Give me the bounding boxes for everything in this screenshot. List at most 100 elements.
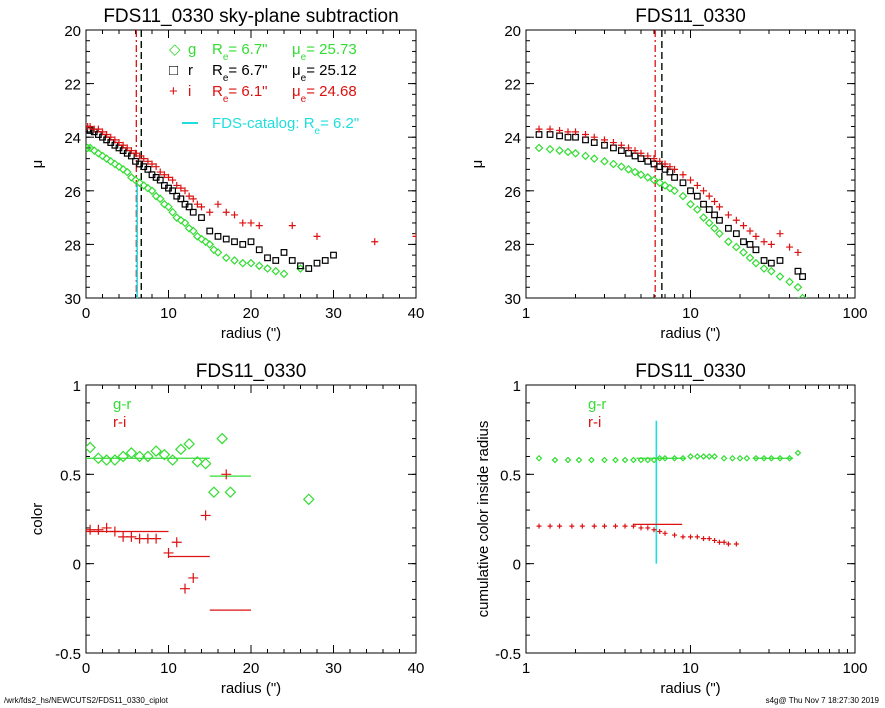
data-point-r xyxy=(231,238,238,246)
data-point-r-i xyxy=(101,522,112,533)
data-point-r xyxy=(716,216,723,224)
data-point-r xyxy=(767,259,775,267)
data-point-g xyxy=(184,223,194,233)
data-point-g-r xyxy=(743,454,751,462)
y-tick-label: 24 xyxy=(64,130,81,147)
data-point-r-i xyxy=(694,534,700,540)
data-point-r xyxy=(705,206,713,213)
data-point-r xyxy=(144,165,152,173)
data-point-i xyxy=(679,171,687,179)
data-point-g xyxy=(534,143,544,153)
data-point-i xyxy=(671,165,679,173)
plot-frame xyxy=(525,384,856,654)
data-point-i xyxy=(255,222,263,230)
data-point-r xyxy=(700,200,707,208)
data-point-i xyxy=(144,157,152,165)
data-point-r xyxy=(732,230,740,238)
data-point-g xyxy=(139,181,149,190)
data-point-g xyxy=(739,248,748,257)
data-point-i xyxy=(740,222,748,230)
data-point-g xyxy=(589,154,599,163)
data-point-r xyxy=(297,262,304,270)
data-point-g-r xyxy=(650,456,658,464)
data-point-i xyxy=(590,133,598,141)
data-point-g-r xyxy=(736,454,744,462)
data-point-i xyxy=(752,232,760,240)
data-point-r-i xyxy=(591,523,597,529)
data-point-r xyxy=(760,257,768,264)
data-point-i xyxy=(700,187,708,195)
data-point-i xyxy=(767,240,775,248)
data-point-g xyxy=(168,207,177,217)
x-tick-label: 0 xyxy=(82,660,90,677)
data-point-g xyxy=(263,264,272,273)
data-point-r-i xyxy=(688,534,693,540)
x-tick-label: 10 xyxy=(682,660,699,677)
data-point-g xyxy=(798,293,807,298)
x-tick-label: 20 xyxy=(243,305,260,322)
y-axis-label: cumulative color inside radius xyxy=(475,421,492,618)
data-point-g-r xyxy=(786,454,793,462)
data-point-g xyxy=(704,218,714,228)
data-point-g-r xyxy=(693,453,701,460)
data-point-r xyxy=(280,249,288,256)
data-point-i xyxy=(119,141,127,149)
legend-re-r: Re= 6.7" xyxy=(212,62,268,84)
legend-label-g: g-r xyxy=(588,396,606,413)
data-point-g-r xyxy=(166,454,179,466)
data-point-g xyxy=(643,173,653,182)
data-point-g-r xyxy=(760,454,768,462)
data-point-g xyxy=(545,144,555,154)
y-tick-label: -0.5 xyxy=(55,646,81,663)
data-point-g xyxy=(238,258,248,268)
data-point-g xyxy=(131,175,140,185)
data-point-r xyxy=(255,246,263,254)
data-point-i xyxy=(160,171,168,179)
x-tick-label: 10 xyxy=(682,305,699,322)
data-point-g-r xyxy=(158,448,171,461)
data-layer xyxy=(86,30,416,298)
data-point-r-i xyxy=(638,525,644,531)
data-point-i xyxy=(776,230,784,238)
data-layer xyxy=(534,30,807,298)
data-point-r-i xyxy=(171,537,182,548)
data-point-g xyxy=(102,154,111,163)
y-tick-label: 0 xyxy=(513,557,521,574)
data-point-g xyxy=(678,191,688,201)
data-point-g-r xyxy=(191,455,204,468)
data-point-i xyxy=(705,192,713,200)
y-tick-label: -0.5 xyxy=(495,646,521,663)
data-point-g-r xyxy=(133,450,146,463)
data-point-g-r xyxy=(100,454,113,466)
data-point-i xyxy=(94,125,102,133)
data-point-g xyxy=(609,159,618,169)
legend-band-i: i xyxy=(188,83,191,100)
x-tick-label: 30 xyxy=(325,305,342,322)
data-point-r xyxy=(305,265,313,272)
y-tick-label: 20 xyxy=(64,23,81,40)
data-point-g-r xyxy=(729,454,736,462)
legend-re-g: Re= 6.7" xyxy=(212,41,268,63)
data-point-r-i xyxy=(612,523,618,529)
data-point-i xyxy=(600,136,608,144)
data-point-i xyxy=(582,131,590,139)
data-point-g-r xyxy=(175,443,187,456)
data-point-r xyxy=(239,241,247,248)
data-point-i xyxy=(193,200,201,208)
chart-title: FDS11_0330 xyxy=(196,361,307,382)
data-point-g xyxy=(94,148,103,158)
data-point-r xyxy=(313,259,321,267)
data-point-r xyxy=(671,174,678,181)
x-axis-label: radius (") xyxy=(221,680,281,697)
data-point-g xyxy=(176,215,186,225)
data-point-r xyxy=(214,232,222,240)
legend-catalog-text: FDS-catalog: Re= 6.2" xyxy=(212,115,359,137)
data-point-g xyxy=(775,272,785,281)
data-point-g xyxy=(699,213,708,222)
data-point-r xyxy=(321,257,329,264)
data-layer xyxy=(535,420,802,564)
y-axis-label: μ xyxy=(29,160,46,169)
data-point-g xyxy=(230,256,239,265)
data-point-i xyxy=(115,139,123,147)
